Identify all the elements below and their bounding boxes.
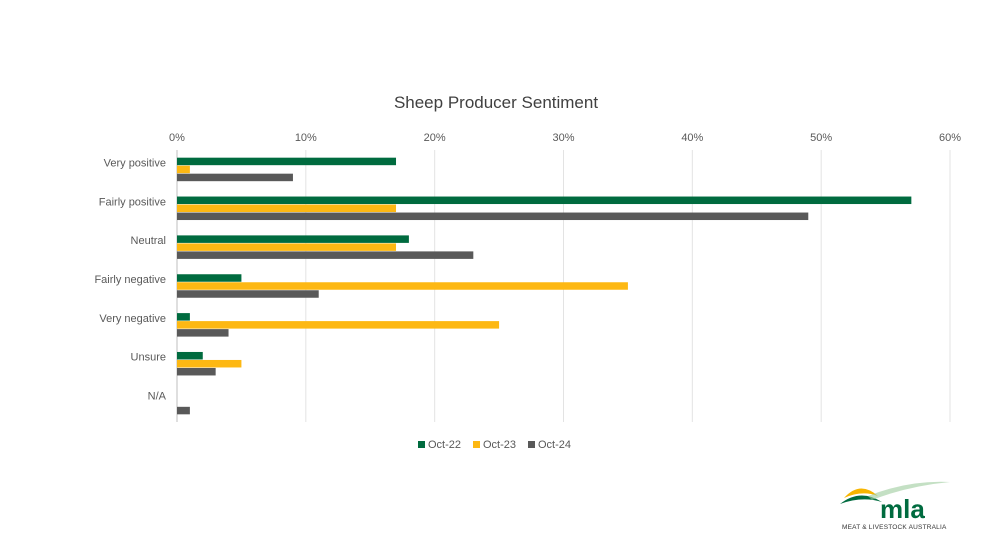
legend-label: Oct-23 [483, 439, 516, 451]
x-tick-label: 20% [424, 132, 446, 144]
bar [177, 351, 203, 360]
legend-swatch [473, 441, 480, 448]
category-label: Neutral [131, 235, 166, 247]
x-axis-ticks: 0% 10% 20% 30% 40% 50% 60% [169, 132, 961, 144]
bars [177, 157, 912, 415]
bar [177, 367, 216, 376]
logo-wordmark: mla [880, 494, 925, 524]
legend-label: Oct-24 [538, 439, 571, 451]
mla-logo: mla [840, 481, 950, 524]
x-tick-label: 30% [552, 132, 574, 144]
bar [177, 173, 293, 182]
bar [177, 243, 397, 251]
category-label: Very positive [104, 157, 166, 169]
x-tick-label: 10% [295, 132, 317, 144]
category-labels: Very positive Fairly positive Neutral Fairl… [94, 157, 166, 402]
legend-label: Oct-22 [428, 439, 461, 451]
bar [177, 406, 190, 415]
bar [177, 321, 500, 329]
bar [177, 196, 912, 205]
bar [177, 212, 809, 221]
bar [177, 313, 190, 321]
logo-subtitle: MEAT & LIVESTOCK AUSTRALIA [842, 524, 947, 531]
bar [177, 359, 242, 368]
x-tick-label: 0% [169, 132, 185, 144]
bar [177, 204, 397, 213]
legend: Oct-22 Oct-23 Oct-24 [418, 439, 571, 451]
bar [177, 274, 242, 282]
x-tick-label: 50% [810, 132, 832, 144]
category-label: Fairly positive [99, 196, 166, 208]
bar [177, 282, 628, 290]
bar [177, 165, 190, 174]
category-label: Very negative [99, 313, 166, 325]
bar [177, 251, 474, 259]
x-tick-label: 40% [681, 132, 703, 144]
category-label: Unsure [131, 352, 166, 364]
legend-swatch [418, 441, 425, 448]
legend-swatch [528, 441, 535, 448]
category-label: N/A [148, 391, 167, 403]
bar [177, 290, 319, 298]
chart-title: Sheep Producer Sentiment [394, 93, 598, 112]
bar [177, 157, 397, 166]
bar [177, 329, 229, 337]
category-label: Fairly negative [94, 274, 166, 286]
x-tick-label: 60% [939, 132, 961, 144]
bar [177, 235, 409, 243]
